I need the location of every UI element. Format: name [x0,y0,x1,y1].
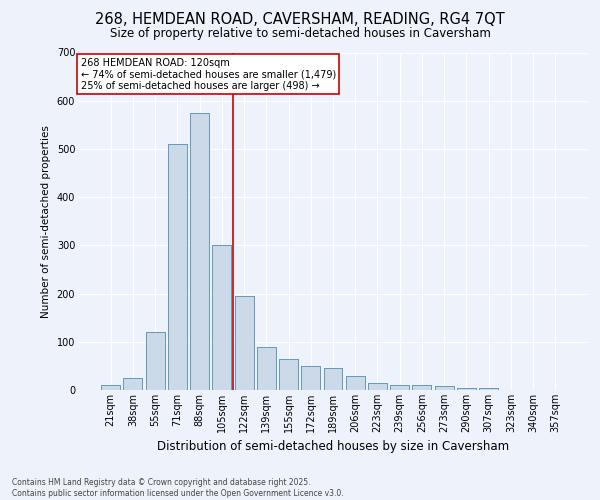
Bar [168,144,187,390]
Bar [101,385,120,390]
Bar [323,368,343,390]
Bar [235,296,254,390]
Bar [190,113,209,390]
Bar [257,346,276,390]
Bar [457,388,476,390]
Bar [390,385,409,390]
Bar [435,386,454,390]
Bar [124,378,142,390]
Bar [435,386,454,390]
Bar [301,366,320,390]
Bar [279,358,298,390]
Bar [279,358,298,390]
Y-axis label: Number of semi-detached properties: Number of semi-detached properties [41,125,51,318]
Text: 268, HEMDEAN ROAD, CAVERSHAM, READING, RG4 7QT: 268, HEMDEAN ROAD, CAVERSHAM, READING, R… [95,12,505,28]
Bar [346,376,365,390]
Text: Size of property relative to semi-detached houses in Caversham: Size of property relative to semi-detach… [110,28,490,40]
Bar [323,368,343,390]
Bar [301,366,320,390]
Bar [346,376,365,390]
Bar [390,385,409,390]
Bar [479,388,498,390]
Bar [412,385,431,390]
Bar [124,378,142,390]
Bar [101,385,120,390]
Bar [457,388,476,390]
Bar [190,113,209,390]
Bar [257,346,276,390]
Bar [168,144,187,390]
Bar [412,385,431,390]
X-axis label: Distribution of semi-detached houses by size in Caversham: Distribution of semi-detached houses by … [157,440,509,454]
Bar [146,332,164,390]
Bar [479,388,498,390]
Bar [235,296,254,390]
Text: Contains HM Land Registry data © Crown copyright and database right 2025.
Contai: Contains HM Land Registry data © Crown c… [12,478,344,498]
Bar [146,332,164,390]
Bar [212,246,231,390]
Bar [368,383,387,390]
Bar [212,246,231,390]
Text: 268 HEMDEAN ROAD: 120sqm
← 74% of semi-detached houses are smaller (1,479)
25% o: 268 HEMDEAN ROAD: 120sqm ← 74% of semi-d… [80,58,336,91]
Bar [368,383,387,390]
